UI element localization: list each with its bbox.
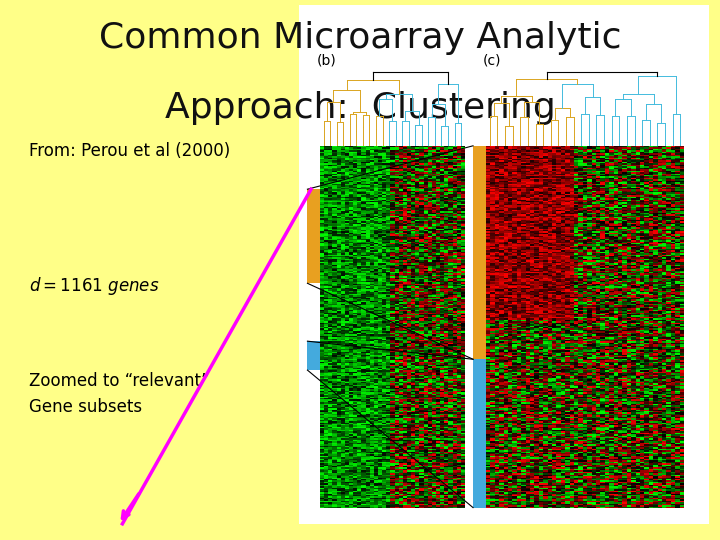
Text: Common Microarray Analytic: Common Microarray Analytic <box>99 21 621 55</box>
Text: (c): (c) <box>482 53 501 68</box>
Text: (b): (b) <box>317 53 336 68</box>
Text: From: Perou et al (2000): From: Perou et al (2000) <box>29 142 230 160</box>
Bar <box>299 5 709 524</box>
Text: Approach:  Clustering: Approach: Clustering <box>165 91 555 125</box>
Text: Zoomed to “relevant”
Gene subsets: Zoomed to “relevant” Gene subsets <box>29 372 210 416</box>
Text: $d = 1161$ genes: $d = 1161$ genes <box>29 275 159 297</box>
